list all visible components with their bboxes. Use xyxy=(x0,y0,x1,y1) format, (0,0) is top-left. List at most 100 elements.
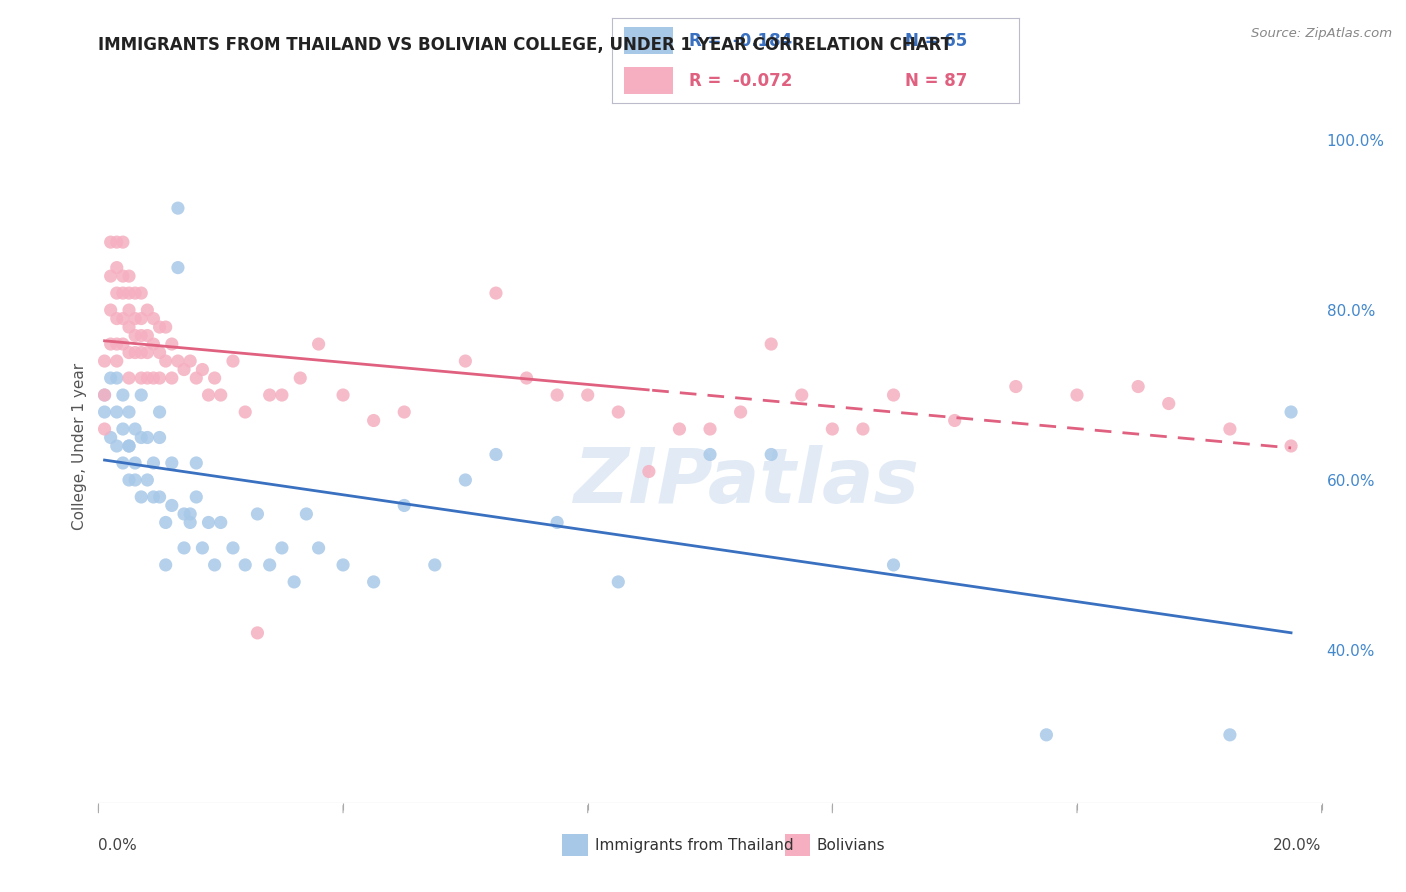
Text: R =  -0.184: R = -0.184 xyxy=(689,32,793,50)
Point xyxy=(105,286,128,301)
Point xyxy=(332,558,354,572)
Point xyxy=(546,388,568,402)
Point xyxy=(759,448,782,462)
Point xyxy=(167,260,190,275)
Point xyxy=(943,413,966,427)
Point xyxy=(129,388,152,402)
Point xyxy=(332,388,354,402)
Point xyxy=(222,541,245,555)
Point xyxy=(1004,379,1026,393)
Point xyxy=(270,541,292,555)
Point xyxy=(197,388,219,402)
Point xyxy=(454,354,477,368)
Point xyxy=(118,439,141,453)
Point xyxy=(209,388,232,402)
Point xyxy=(124,311,146,326)
Point xyxy=(105,260,128,275)
Point xyxy=(883,388,905,402)
Point xyxy=(259,558,281,572)
Point xyxy=(124,345,146,359)
Point xyxy=(129,371,152,385)
Point xyxy=(118,320,141,334)
Point xyxy=(142,311,165,326)
Point xyxy=(821,422,844,436)
Point xyxy=(124,422,146,436)
Point xyxy=(149,490,172,504)
Point xyxy=(759,337,782,351)
Point xyxy=(1219,728,1241,742)
Point xyxy=(160,371,183,385)
Point xyxy=(173,507,195,521)
Point xyxy=(167,354,190,368)
Point xyxy=(136,345,159,359)
Point xyxy=(149,345,172,359)
Point xyxy=(118,371,141,385)
Point xyxy=(129,430,152,444)
Point xyxy=(111,311,134,326)
Point xyxy=(1128,379,1150,393)
Text: N = 65: N = 65 xyxy=(905,32,967,50)
Point xyxy=(173,362,195,376)
Point xyxy=(485,286,508,301)
Point xyxy=(100,303,122,318)
Point xyxy=(790,388,813,402)
Point xyxy=(105,371,128,385)
Point xyxy=(100,430,122,444)
FancyBboxPatch shape xyxy=(624,67,672,95)
Point xyxy=(209,516,232,530)
Point xyxy=(516,371,538,385)
Point xyxy=(270,388,292,402)
Point xyxy=(149,430,172,444)
Point xyxy=(233,558,256,572)
Point xyxy=(852,422,875,436)
Point xyxy=(149,371,172,385)
Point xyxy=(100,371,122,385)
Point xyxy=(295,507,318,521)
Point xyxy=(142,490,165,504)
Point xyxy=(1157,396,1180,410)
Point xyxy=(363,413,385,427)
Point xyxy=(699,448,721,462)
Point xyxy=(259,388,281,402)
Point xyxy=(186,490,208,504)
Point xyxy=(454,473,477,487)
Point xyxy=(160,337,183,351)
Point xyxy=(118,286,141,301)
Point xyxy=(308,337,330,351)
Point xyxy=(197,516,219,530)
Text: ZIPatlas: ZIPatlas xyxy=(574,445,920,518)
Text: IMMIGRANTS FROM THAILAND VS BOLIVIAN COLLEGE, UNDER 1 YEAR CORRELATION CHART: IMMIGRANTS FROM THAILAND VS BOLIVIAN COL… xyxy=(98,36,952,54)
Point xyxy=(308,541,330,555)
Point xyxy=(179,516,201,530)
Point xyxy=(283,574,305,589)
Point xyxy=(290,371,312,385)
Point xyxy=(105,337,128,351)
Point xyxy=(1035,728,1057,742)
Point xyxy=(699,422,721,436)
Point xyxy=(100,235,122,249)
Point xyxy=(124,286,146,301)
Point xyxy=(136,473,159,487)
Text: 20.0%: 20.0% xyxy=(1274,838,1322,854)
Point xyxy=(607,574,630,589)
Point xyxy=(111,422,134,436)
Point xyxy=(129,311,152,326)
Text: R =  -0.072: R = -0.072 xyxy=(689,71,793,89)
Point xyxy=(142,337,165,351)
Point xyxy=(576,388,599,402)
Point xyxy=(392,499,416,513)
Point xyxy=(136,303,159,318)
Point xyxy=(124,473,146,487)
Point xyxy=(105,354,128,368)
Point xyxy=(142,456,165,470)
Point xyxy=(204,558,226,572)
Point xyxy=(111,388,134,402)
Point xyxy=(167,201,190,215)
Point xyxy=(1066,388,1088,402)
Point xyxy=(160,499,183,513)
Point xyxy=(118,345,141,359)
Point xyxy=(105,235,128,249)
Point xyxy=(149,320,172,334)
Text: Immigrants from Thailand: Immigrants from Thailand xyxy=(595,838,793,853)
Point xyxy=(191,541,214,555)
